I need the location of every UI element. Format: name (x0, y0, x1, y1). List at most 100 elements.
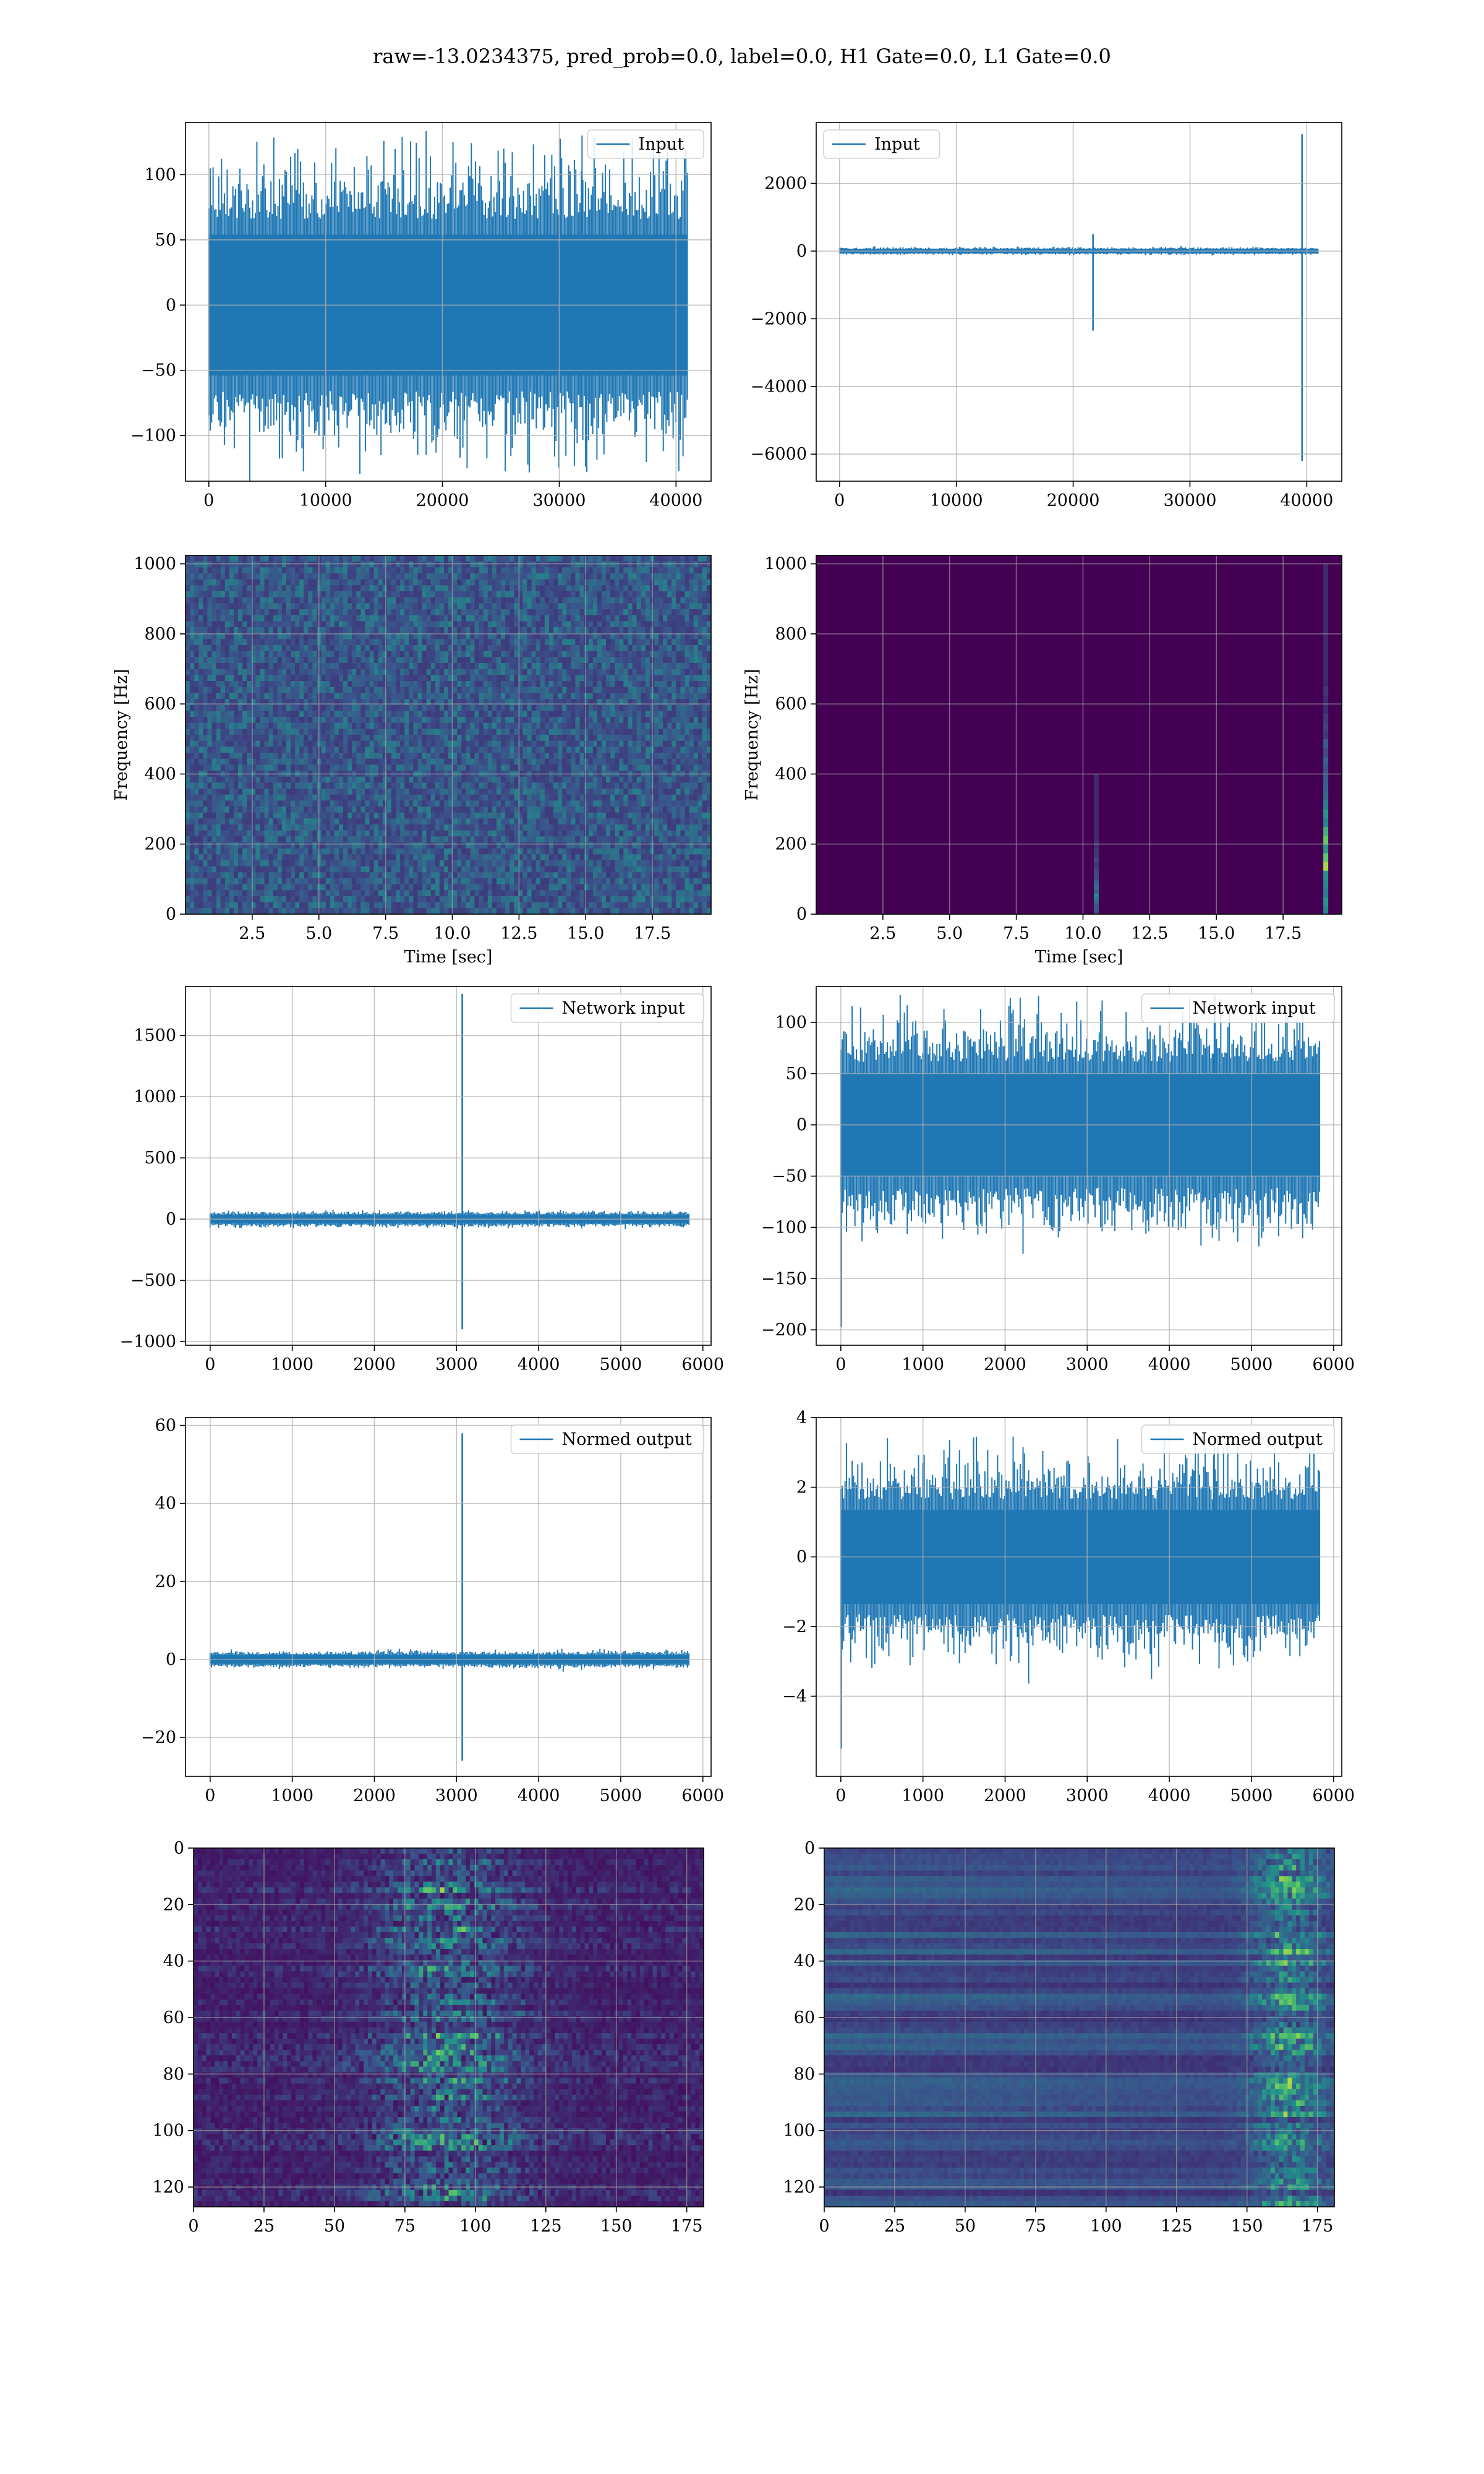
heatmap-cell (474, 782, 480, 789)
heatmap-cell (597, 621, 602, 628)
heatmap-cell (413, 753, 418, 760)
heatmap-cell (623, 555, 628, 562)
heatmap-cell (194, 639, 199, 646)
heatmap-cell (281, 699, 287, 706)
heatmap-cell (597, 740, 602, 747)
heatmap-cell (522, 735, 528, 742)
heatmap-cell (518, 657, 523, 664)
heatmap-cell (400, 663, 405, 670)
heatmap-cell (645, 585, 650, 592)
heatmap-cell (641, 645, 646, 652)
heatmap-cell (680, 729, 686, 735)
heatmap-cell (356, 567, 361, 574)
heatmap-cell (562, 776, 567, 783)
heatmap-cell (238, 633, 243, 640)
heatmap-cell (348, 627, 352, 634)
heatmap-cell (369, 663, 375, 670)
heatmap-cell (386, 645, 392, 652)
heatmap-cell (238, 663, 243, 670)
heatmap-cell (422, 645, 427, 652)
heatmap-cell (321, 657, 326, 664)
heatmap-cell (632, 597, 638, 604)
heatmap-cell (194, 555, 199, 562)
heatmap-cell (264, 687, 270, 693)
heatmap-cell (645, 609, 650, 616)
heatmap-cell (562, 591, 567, 598)
heatmap-cell (229, 735, 234, 742)
heatmap-cell (422, 722, 427, 729)
heatmap-cell (684, 573, 690, 580)
heatmap-cell (220, 663, 226, 670)
heatmap-cell (194, 585, 199, 592)
heatmap-cell (623, 764, 628, 771)
heatmap-cell (492, 782, 497, 789)
heatmap-cell (291, 764, 296, 771)
heatmap-cell (281, 693, 287, 700)
heatmap-cell (194, 597, 199, 604)
heatmap-cell (693, 693, 699, 700)
heatmap-cell (211, 663, 217, 670)
heatmap-cell (654, 735, 659, 742)
heatmap-cell (689, 675, 694, 682)
heatmap-cell (514, 639, 519, 646)
heatmap-cell (198, 603, 203, 610)
heatmap-cell (584, 669, 589, 675)
heatmap-cell (277, 657, 283, 664)
heatmap-cell (291, 681, 296, 688)
heatmap-cell (365, 639, 370, 646)
heatmap-cell (619, 579, 624, 586)
heatmap-cell (224, 657, 230, 664)
heatmap-cell (610, 615, 615, 622)
heatmap-cell (194, 669, 199, 675)
heatmap-cell (619, 591, 624, 598)
heatmap-cell (224, 603, 230, 610)
heatmap-cell (461, 764, 466, 771)
heatmap-cell (330, 681, 335, 688)
heatmap-cell (461, 591, 466, 598)
heatmap-cell (295, 621, 300, 628)
heatmap-cell (448, 794, 453, 801)
heatmap-cell (540, 579, 545, 586)
heatmap-cell (623, 687, 628, 693)
heatmap-cell (264, 740, 270, 747)
heatmap-cell (295, 561, 300, 568)
heatmap-cell (400, 675, 405, 682)
heatmap-cell (548, 567, 554, 574)
heatmap-cell (260, 711, 265, 717)
heatmap-cell (229, 687, 234, 693)
heatmap-cell (496, 561, 501, 568)
heatmap-cell (448, 567, 453, 574)
heatmap-cell (264, 782, 270, 789)
heatmap-cell (268, 675, 274, 682)
heatmap-cell (308, 717, 313, 724)
heatmap-cell (356, 747, 361, 753)
heatmap-cell (535, 591, 541, 598)
heatmap-cell (632, 717, 638, 724)
heatmap-cell (702, 735, 707, 742)
heatmap-cell (492, 585, 497, 592)
heatmap-cell (492, 633, 497, 640)
heatmap-cell (435, 627, 440, 634)
heatmap-cell (308, 597, 313, 604)
heatmap-cell (260, 735, 265, 742)
heatmap-cell (422, 579, 427, 586)
heatmap-cell (628, 663, 633, 670)
heatmap-cell (479, 735, 484, 742)
heatmap-cell (242, 615, 247, 622)
heatmap-cell (198, 591, 203, 598)
heatmap-cell (325, 789, 331, 795)
heatmap-cell (277, 704, 283, 711)
heatmap-cell (396, 753, 401, 760)
heatmap-cell (260, 621, 265, 628)
heatmap-cell (242, 609, 247, 616)
heatmap-cell (510, 722, 514, 729)
heatmap-cell (435, 663, 440, 670)
heatmap-cell (291, 597, 296, 604)
heatmap-cell (535, 722, 541, 729)
heatmap-cell (404, 776, 409, 783)
heatmap-cell (676, 579, 681, 586)
heatmap-cell (641, 704, 646, 711)
heatmap-cell (330, 621, 335, 628)
heatmap-cell (330, 663, 335, 670)
heatmap-cell (645, 789, 650, 795)
